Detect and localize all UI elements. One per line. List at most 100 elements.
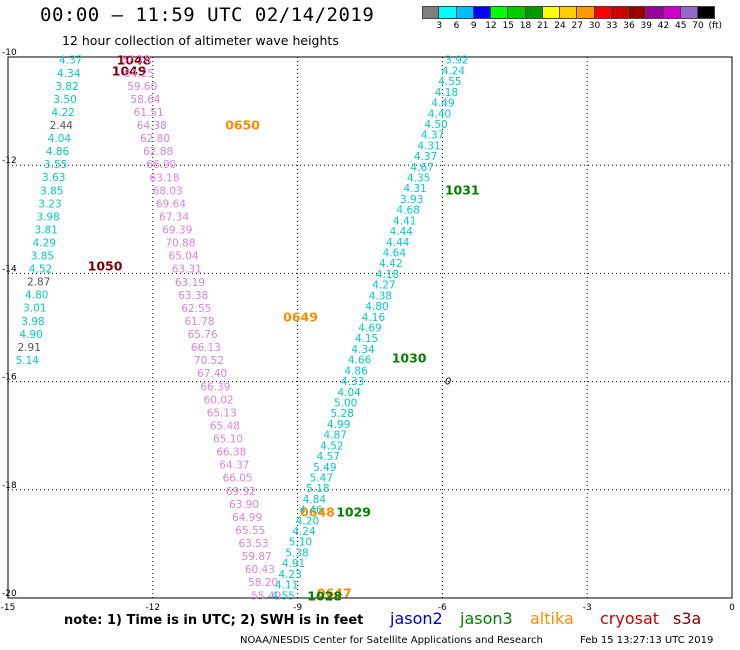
- legend-altika: altika: [530, 609, 574, 628]
- wave-height-label: 70.52: [194, 355, 224, 367]
- wave-height-label: 4.35: [407, 173, 430, 185]
- wave-height-label: 4.86: [344, 365, 368, 377]
- map-subtitle: 12 hour collection of altimeter wave hei…: [62, 33, 339, 48]
- color-legend: 3 6 9 12 15 18 21 24 27 30 33 36 39 42 45 70 (ft): [422, 6, 724, 31]
- wave-height-label: 3.23: [38, 198, 61, 210]
- wave-height-label: 4.34: [57, 68, 81, 80]
- legend-labels: 3 6 9 12 15 18 21 24 27 30 33 36 39 42 45 70 (ft): [422, 21, 724, 31]
- wave-height-label: 63.18: [149, 172, 179, 184]
- wave-height-label: 5.49: [313, 462, 336, 474]
- legend-s3a: s3a: [673, 609, 702, 628]
- wave-height-label: 4.15: [355, 333, 378, 345]
- wave-height-label: 4.64: [383, 248, 407, 260]
- legend-label: 45: [674, 21, 687, 31]
- wave-height-label: 4.66: [348, 355, 372, 367]
- wave-height-label: 4.33: [341, 376, 364, 388]
- legend-label: 24: [554, 21, 566, 31]
- wave-height-label: 4.27: [372, 280, 395, 292]
- legend-jason3: jason3: [460, 609, 513, 628]
- legend-label: 27: [571, 21, 583, 31]
- x-tick-label: -12: [145, 603, 160, 613]
- wave-height-label: 5.18: [306, 483, 329, 495]
- wave-height-label: 67.18: [121, 55, 151, 67]
- wave-height-label: 4.57: [317, 451, 340, 463]
- wave-height-label: 4.31: [403, 183, 426, 195]
- wave-height-label: 4.04: [48, 133, 72, 145]
- wave-height-label: 4.68: [397, 205, 420, 217]
- y-tick-label: -14: [2, 264, 17, 274]
- wave-height-label: 4.44: [390, 226, 414, 238]
- wave-height-label: 4.20: [296, 515, 319, 527]
- generated-time: Feb 15 13:27:13 UTC 2019: [580, 635, 714, 646]
- orbit-number-label: 0648: [300, 504, 335, 519]
- wave-height-label: 2.91: [18, 342, 41, 354]
- wave-height-label: 4.18: [376, 269, 399, 281]
- wave-height-label: 4.52: [320, 440, 343, 452]
- wave-height-label: 3.82: [55, 81, 78, 93]
- wave-height-label: 4.23: [278, 569, 301, 581]
- wave-height-label: 66.90: [146, 159, 176, 171]
- wave-height-label: 4.34: [351, 344, 375, 356]
- wave-height-label: 4.69: [358, 323, 381, 335]
- legend-label: 30: [588, 21, 601, 31]
- y-tick-label: -12: [2, 156, 17, 166]
- wave-height-label: 4.16: [362, 312, 386, 324]
- orbit-number-label: 0650: [225, 118, 260, 133]
- wave-height-label: 60.43: [245, 564, 275, 576]
- wave-height-label: 3.85: [40, 185, 63, 197]
- wave-height-label: 4.50: [424, 119, 447, 131]
- wave-height-label: 66.13: [191, 342, 221, 354]
- wave-height-label: 4.40: [428, 108, 451, 120]
- wave-height-label: 68.03: [153, 185, 183, 197]
- x-tick-label: -9: [293, 603, 302, 613]
- legend-label: 70: [692, 21, 704, 31]
- legend-swatch: [456, 6, 474, 19]
- legend-label: 21: [536, 21, 549, 31]
- wave-height-label: 4.67: [410, 162, 433, 174]
- legend-jason2: jason2: [390, 609, 443, 628]
- wave-height-label: 4.37: [414, 151, 437, 163]
- x-tick-label: 0: [729, 603, 735, 613]
- wave-height-label: 58.64: [130, 94, 160, 106]
- wave-height-label: 69.39: [162, 225, 192, 237]
- wave-height-label: 66.05: [223, 473, 253, 485]
- y-tick-label: -20: [2, 589, 17, 599]
- wave-height-label: 4.41: [393, 215, 416, 227]
- wave-height-label: 3.50: [53, 94, 76, 106]
- wave-height-label: 5.00: [334, 397, 357, 409]
- wave-height-label: 4.80: [365, 301, 388, 313]
- legend-swatch: [542, 6, 560, 19]
- wave-height-label: 61.78: [184, 316, 214, 328]
- legend-swatch: [663, 6, 681, 19]
- wave-height-label: 55.49: [251, 590, 281, 602]
- legend-label: 6: [453, 21, 460, 31]
- wave-height-label: 62.88: [143, 146, 173, 158]
- legend-swatch: [422, 6, 440, 19]
- wave-height-label: 4.49: [431, 98, 454, 110]
- wave-height-label: 67.34: [159, 211, 189, 223]
- wave-height-label: 5.38: [285, 547, 308, 559]
- wave-height-label: 64.37: [219, 460, 249, 472]
- wave-height-label: 5.28: [331, 408, 354, 420]
- legend-swatch: [473, 6, 491, 19]
- wave-height-label: 3.98: [21, 316, 44, 328]
- wave-height-label: 62.80: [140, 133, 170, 145]
- wave-height-label: 65.13: [207, 407, 237, 419]
- wave-height-label: 4.42: [379, 258, 402, 270]
- wave-height-label: 59.60: [127, 81, 157, 93]
- wave-height-label: 3.85: [31, 251, 54, 263]
- wave-height-label: 4.90: [19, 329, 42, 341]
- orbit-number-label: 0647: [317, 586, 352, 601]
- legend-cryosat: cryosat: [600, 609, 660, 628]
- wave-height-label: 65.10: [213, 434, 243, 446]
- wave-height-label: 69.64: [156, 198, 186, 210]
- wave-height-label: 4.55: [438, 76, 461, 88]
- wave-height-label: 69.92: [226, 486, 256, 498]
- wave-height-label: 70.88: [165, 238, 195, 250]
- stray-label: 0: [445, 377, 451, 388]
- legend-swatch: [560, 6, 578, 19]
- wave-height-label: 4.46: [299, 505, 323, 517]
- wave-height-label: 5.10: [289, 537, 312, 549]
- wave-height-label: 64.38: [137, 120, 167, 132]
